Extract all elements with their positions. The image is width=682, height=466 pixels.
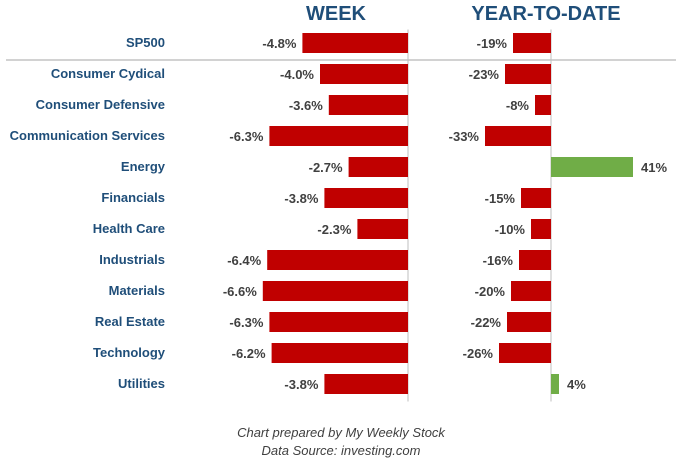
ytd-bar-sp500 bbox=[513, 33, 551, 53]
category-label-financials: Financials bbox=[101, 190, 165, 205]
ytd-value-label-industrials: -16% bbox=[483, 253, 514, 268]
ytd-value-label-consumer-defensive: -8% bbox=[506, 98, 530, 113]
week-value-label-materials: -6.6% bbox=[223, 284, 257, 299]
ytd-bar-industrials bbox=[519, 250, 551, 270]
panel-title-week: WEEK bbox=[306, 3, 367, 25]
ytd-value-label-materials: -20% bbox=[475, 284, 506, 299]
ytd-bar-communication-services bbox=[485, 126, 551, 146]
footer-source: Data Source: investing.com bbox=[262, 443, 421, 458]
week-bar-health-care bbox=[357, 219, 408, 239]
category-label-real-estate: Real Estate bbox=[95, 314, 165, 329]
ytd-value-label-energy: 41% bbox=[641, 160, 667, 175]
footer-credit: Chart prepared by My Weekly Stock bbox=[237, 425, 446, 440]
week-value-label-communication-services: -6.3% bbox=[229, 129, 263, 144]
week-value-label-industrials: -6.4% bbox=[227, 253, 261, 268]
category-label-technology: Technology bbox=[93, 345, 166, 360]
ytd-bar-real-estate bbox=[507, 312, 551, 332]
week-bar-consumer-cydical bbox=[320, 64, 408, 84]
week-bar-utilities bbox=[324, 374, 408, 394]
ytd-value-label-consumer-cydical: -23% bbox=[469, 67, 500, 82]
ytd-bar-financials bbox=[521, 188, 551, 208]
week-bar-sp500 bbox=[302, 33, 408, 53]
week-value-label-energy: -2.7% bbox=[309, 160, 343, 175]
category-label-sp500: SP500 bbox=[126, 35, 165, 50]
ytd-bar-consumer-cydical bbox=[505, 64, 551, 84]
week-bar-real-estate bbox=[269, 312, 408, 332]
category-label-communication-services: Communication Services bbox=[10, 128, 165, 143]
week-bar-financials bbox=[324, 188, 408, 208]
week-value-label-consumer-cydical: -4.0% bbox=[280, 67, 314, 82]
category-label-energy: Energy bbox=[121, 159, 166, 174]
category-label-materials: Materials bbox=[109, 283, 165, 298]
category-label-industrials: Industrials bbox=[99, 252, 165, 267]
ytd-value-label-health-care: -10% bbox=[495, 222, 526, 237]
ytd-value-label-technology: -26% bbox=[463, 346, 494, 361]
week-value-label-real-estate: -6.3% bbox=[229, 315, 263, 330]
week-value-label-utilities: -3.8% bbox=[284, 377, 318, 392]
ytd-value-label-sp500: -19% bbox=[477, 36, 508, 51]
week-bar-materials bbox=[262, 281, 408, 301]
week-bar-technology bbox=[271, 343, 408, 363]
category-label-health-care: Health Care bbox=[93, 221, 165, 236]
panel-title-ytd: YEAR-TO-DATE bbox=[471, 3, 620, 25]
week-bar-industrials bbox=[267, 250, 408, 270]
week-bar-communication-services bbox=[269, 126, 408, 146]
ytd-bar-utilities bbox=[551, 374, 559, 394]
ytd-value-label-communication-services: -33% bbox=[449, 129, 480, 144]
week-value-label-technology: -6.2% bbox=[232, 346, 266, 361]
chart-marks: SP500 Consumer Cydical Consumer Defensive C… bbox=[10, 29, 667, 402]
ytd-bar-energy bbox=[551, 157, 633, 177]
week-bar-energy bbox=[348, 157, 408, 177]
ytd-bar-technology bbox=[499, 343, 551, 363]
ytd-value-label-real-estate: -22% bbox=[471, 315, 502, 330]
week-value-label-consumer-defensive: -3.6% bbox=[289, 98, 323, 113]
week-bar-consumer-defensive bbox=[328, 95, 408, 115]
ytd-bar-health-care bbox=[531, 219, 551, 239]
ytd-value-label-utilities: 4% bbox=[567, 377, 586, 392]
ytd-bar-consumer-defensive bbox=[535, 95, 551, 115]
category-label-utilities: Utilities bbox=[118, 376, 165, 391]
week-value-label-sp500: -4.8% bbox=[262, 36, 296, 51]
ytd-bar-materials bbox=[511, 281, 551, 301]
category-label-consumer-defensive: Consumer Defensive bbox=[36, 97, 165, 112]
week-value-label-health-care: -2.3% bbox=[317, 222, 351, 237]
week-value-label-financials: -3.8% bbox=[284, 191, 318, 206]
category-label-consumer-cydical: Consumer Cydical bbox=[51, 66, 165, 81]
ytd-value-label-financials: -15% bbox=[485, 191, 516, 206]
